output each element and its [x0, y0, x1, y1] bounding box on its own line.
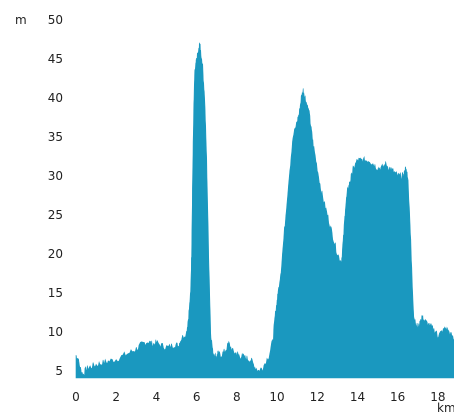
x-tick-label: 4 — [153, 390, 161, 404]
y-tick-label: 25 — [48, 208, 63, 222]
x-tick-label: 8 — [233, 390, 241, 404]
x-tick-label: 10 — [269, 390, 284, 404]
x-tick-label: 14 — [350, 390, 365, 404]
y-tick-label: 40 — [48, 91, 63, 105]
x-tick-label: 0 — [72, 390, 80, 404]
y-tick-label: 30 — [48, 169, 63, 183]
y-axis-unit-label: m — [15, 13, 27, 27]
y-tick-label: 10 — [48, 325, 63, 339]
y-tick-label: 50 — [48, 13, 63, 27]
x-tick-label: 16 — [390, 390, 405, 404]
x-tick-label: 12 — [310, 390, 325, 404]
y-tick-label: 15 — [48, 286, 63, 300]
elevation-area — [75, 42, 454, 379]
x-tick-label: 18 — [430, 390, 445, 404]
y-tick-label: 5 — [55, 364, 63, 378]
y-tick-label: 45 — [48, 52, 63, 66]
x-tick-label: 6 — [193, 390, 201, 404]
plot-area — [75, 42, 454, 379]
y-axis-tick-labels: 5 10 15 20 25 30 35 40 45 50 — [48, 13, 63, 378]
x-tick-label: 2 — [112, 390, 120, 404]
y-tick-label: 35 — [48, 130, 63, 144]
y-tick-label: 20 — [48, 247, 63, 261]
x-axis-unit-label: km — [437, 401, 454, 414]
x-axis-tick-labels: 0 2 4 6 8 10 12 14 16 18 — [72, 390, 445, 404]
